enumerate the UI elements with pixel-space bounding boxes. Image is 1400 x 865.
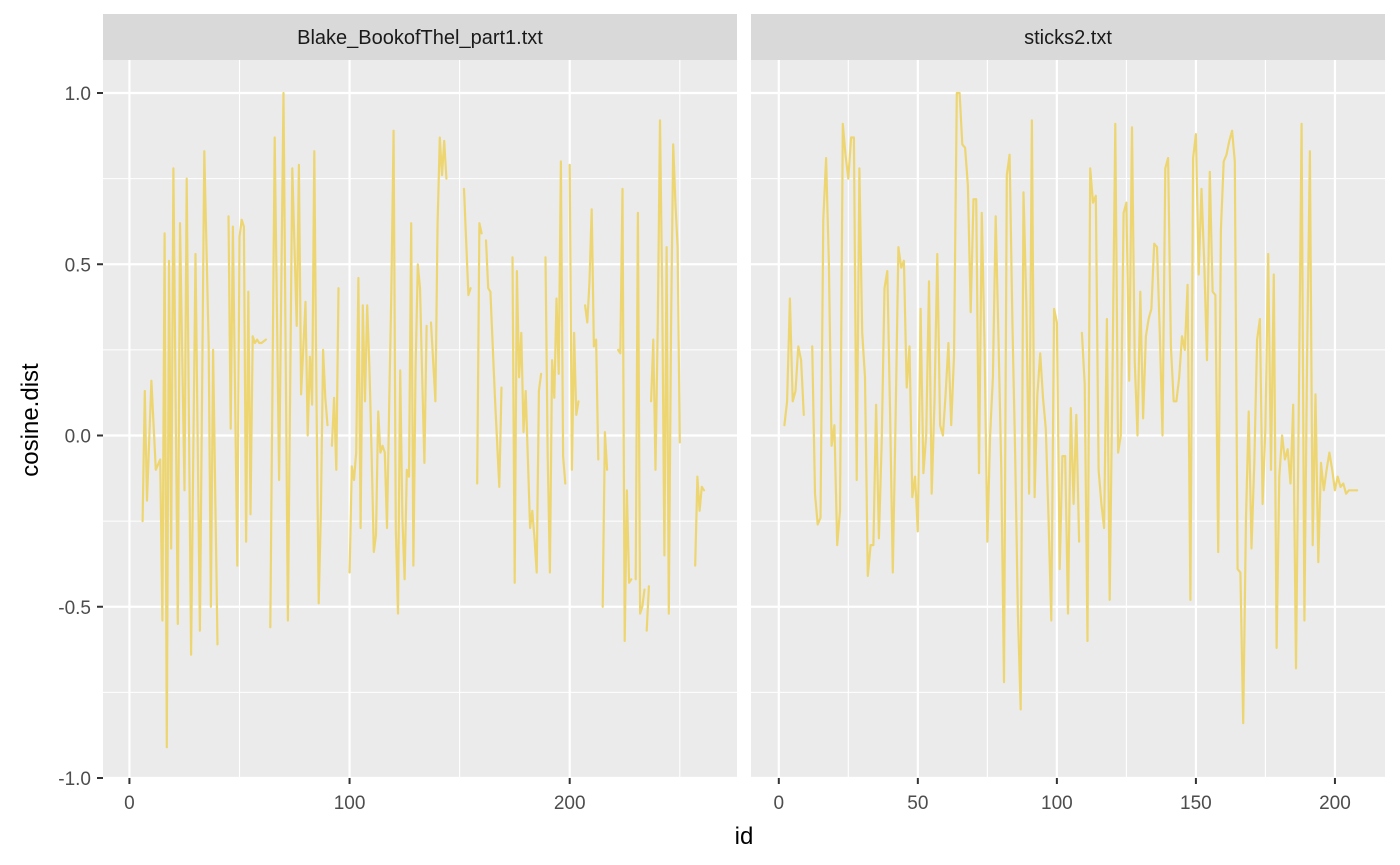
x-tick-label: 0 [124,793,135,814]
facet-strip-label: Blake_BookofThel_part1.txt [297,27,543,49]
y-tick-label: 0.5 [65,255,91,276]
series-line-segment [330,287,340,471]
panels-layer: Blake_BookofThel_part1.txt 0 100 200 -1.0 -0.… [58,14,1385,814]
y-tick-label: -0.5 [58,598,91,619]
panel-2: sticks2.txt 0 50 100 150 200 [751,14,1385,814]
series-line-segment [141,150,219,749]
x-axis-title: id [735,823,754,850]
y-tick-label: 1.0 [65,84,91,105]
series-line-segment [269,91,329,629]
series-line-segment [476,222,483,485]
series-line-segment [811,91,1081,711]
x-tick-label: 50 [907,793,928,814]
series-line-segment [429,136,448,403]
x-tick-label: 0 [774,793,785,814]
y-tick-label: 0.0 [65,427,91,448]
x-tick-label: 200 [554,793,586,814]
x-tick-label: 100 [1041,793,1073,814]
series-line-segment [649,119,681,615]
facet-strip [103,14,737,60]
series-line-segment [348,129,428,615]
series-line-segment [462,187,472,297]
series-line-segment [1080,122,1359,725]
series-line-segment [645,585,651,632]
x-tick-label: 200 [1319,793,1351,814]
series-line-segment [583,208,600,461]
series-line-segment [601,431,609,608]
series-line-segment [568,163,580,471]
series-line-segment [484,239,503,488]
y-tick-label: -1.0 [58,769,91,790]
y-axis-title: cosine.dist [17,363,44,477]
series-line-segment [694,475,706,567]
series-line-segment [511,256,543,584]
x-tick-label: 150 [1180,793,1212,814]
series-line-segment [616,187,633,643]
series-line-segment [544,160,567,574]
x-tick-label: 100 [334,793,366,814]
series-line-segment [227,215,267,567]
facet-strip-label: sticks2.txt [1024,27,1112,49]
facet-strip [751,14,1385,60]
series-line-segment [783,297,805,427]
panel-1: Blake_BookofThel_part1.txt 0 100 200 -1.0 -0.… [58,14,737,814]
series-line-segment [634,211,646,615]
